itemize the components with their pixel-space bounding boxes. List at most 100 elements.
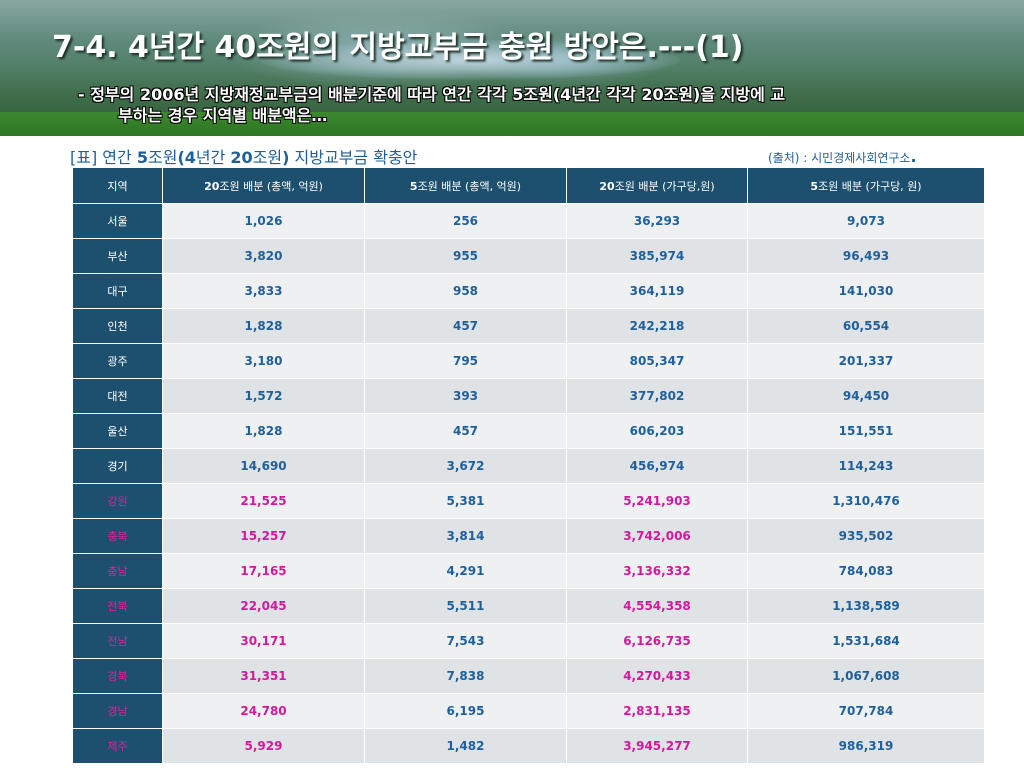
row-region: 대전 [72, 378, 163, 414]
row-household-5t: 141,030 [747, 273, 985, 309]
row-region: 인천 [72, 308, 163, 344]
table-row: 경남 24,780 6,195 2,831,135 707,784 [72, 693, 985, 729]
row-household-20t: 377,802 [566, 378, 748, 414]
table-row: 경북 31,351 7,838 4,270,433 1,067,608 [72, 658, 985, 694]
row-total-5t: 7,543 [364, 623, 567, 659]
row-household-5t: 1,531,684 [747, 623, 985, 659]
row-household-20t: 3,945,277 [566, 728, 748, 764]
row-total-20t: 5,929 [162, 728, 365, 764]
row-household-20t: 242,218 [566, 308, 748, 344]
caption-text: 연간 [97, 148, 137, 167]
row-household-5t: 1,138,589 [747, 588, 985, 624]
row-region: 광주 [72, 343, 163, 379]
header-col1-num: 20 [204, 179, 220, 193]
row-total-20t: 3,833 [162, 273, 365, 309]
row-household-5t: 151,551 [747, 413, 985, 449]
row-total-5t: 4,291 [364, 553, 567, 589]
row-total-20t: 14,690 [162, 448, 365, 484]
row-household-5t: 935,502 [747, 518, 985, 554]
source-text: (출처) : 시민경제사회연구소 [768, 151, 911, 165]
row-total-20t: 1,572 [162, 378, 365, 414]
row-household-20t: 3,742,006 [566, 518, 748, 554]
caption-tag: [표] [70, 148, 98, 167]
row-household-20t: 4,270,433 [566, 658, 748, 694]
table-row: 인천 1,828 457 242,218 60,554 [72, 308, 985, 344]
slide-title: 7-4. 4년간 40조원의 지방교부금 충원 방안은.---(1) [52, 30, 744, 65]
row-household-20t: 2,831,135 [566, 693, 748, 729]
caption-num: 5 [136, 148, 148, 167]
row-region: 전남 [72, 623, 163, 659]
caption-text: 년간 [195, 148, 231, 167]
row-region: 경기 [72, 448, 163, 484]
row-total-5t: 955 [364, 238, 567, 274]
row-region: 제주 [72, 728, 163, 764]
row-total-5t: 6,195 [364, 693, 567, 729]
table-row: 제주 5,929 1,482 3,945,277 986,319 [72, 728, 985, 764]
table-row: 부산 3,820 955 385,974 96,493 [72, 238, 985, 274]
row-household-5t: 96,493 [747, 238, 985, 274]
row-total-5t: 795 [364, 343, 567, 379]
slide-subtitle: - 정부의 2006년 지방재정교부금의 배분기준에 따라 연간 각각 5조원(… [78, 84, 1018, 126]
row-household-20t: 5,241,903 [566, 483, 748, 519]
header-col2: 5조원 배분 (총액, 억원) [364, 167, 567, 204]
row-region: 서울 [72, 203, 163, 239]
row-total-5t: 1,482 [364, 728, 567, 764]
header-col3-num: 20 [599, 179, 615, 193]
row-household-5t: 60,554 [747, 308, 985, 344]
green-band [0, 112, 1024, 136]
table-row: 경기 14,690 3,672 456,974 114,243 [72, 448, 985, 484]
row-total-5t: 7,838 [364, 658, 567, 694]
row-region: 전북 [72, 588, 163, 624]
title-banner-landscape [0, 0, 1024, 112]
row-total-20t: 1,026 [162, 203, 365, 239]
row-total-5t: 393 [364, 378, 567, 414]
row-household-20t: 4,554,358 [566, 588, 748, 624]
row-household-20t: 364,119 [566, 273, 748, 309]
caption-text: 조원 [147, 148, 178, 167]
header-col4: 5조원 배분 (가구당, 원) [747, 167, 985, 204]
caption-num: ) [282, 148, 290, 167]
row-household-20t: 385,974 [566, 238, 748, 274]
row-household-5t: 707,784 [747, 693, 985, 729]
row-total-5t: 457 [364, 413, 567, 449]
row-total-20t: 3,180 [162, 343, 365, 379]
table-row: 대구 3,833 958 364,119 141,030 [72, 273, 985, 309]
row-total-5t: 5,511 [364, 588, 567, 624]
row-region: 부산 [72, 238, 163, 274]
row-total-20t: 1,828 [162, 308, 365, 344]
row-household-5t: 1,310,476 [747, 483, 985, 519]
row-household-5t: 114,243 [747, 448, 985, 484]
allocation-table: 지역 20조원 배분 (총액, 억원) 5조원 배분 (총액, 억원) 20조원… [72, 167, 985, 764]
row-household-20t: 606,203 [566, 413, 748, 449]
header-col2-num: 5 [409, 179, 418, 193]
header-col1: 20조원 배분 (총액, 억원) [162, 167, 365, 204]
row-total-5t: 256 [364, 203, 567, 239]
row-total-5t: 457 [364, 308, 567, 344]
row-household-5t: 784,083 [747, 553, 985, 589]
row-total-20t: 21,525 [162, 483, 365, 519]
row-total-5t: 3,672 [364, 448, 567, 484]
row-total-5t: 958 [364, 273, 567, 309]
source-dot: . [910, 147, 917, 166]
row-total-5t: 3,814 [364, 518, 567, 554]
row-household-5t: 986,319 [747, 728, 985, 764]
row-region: 충북 [72, 518, 163, 554]
row-household-20t: 36,293 [566, 203, 748, 239]
table-header-row: 지역 20조원 배분 (총액, 억원) 5조원 배분 (총액, 억원) 20조원… [72, 167, 985, 204]
row-total-20t: 31,351 [162, 658, 365, 694]
subtitle-line-2: 부하는 경우 지역별 배분액은… [118, 106, 328, 125]
header-col3: 20조원 배분 (가구당,원) [566, 167, 748, 204]
row-household-20t: 805,347 [566, 343, 748, 379]
header-col3-text: 조원 배분 (가구당,원) [614, 179, 715, 193]
row-household-5t: 94,450 [747, 378, 985, 414]
row-region: 대구 [72, 273, 163, 309]
table-caption: [표] 연간 5조원(4년간 20조원) 지방교부금 확충안 [70, 144, 417, 168]
row-total-5t: 5,381 [364, 483, 567, 519]
caption-text: 조원 [252, 148, 283, 167]
row-total-20t: 17,165 [162, 553, 365, 589]
table-row: 충북 15,257 3,814 3,742,006 935,502 [72, 518, 985, 554]
row-household-20t: 456,974 [566, 448, 748, 484]
header-col2-text: 조원 배분 (총액, 억원) [417, 179, 522, 193]
header-region: 지역 [72, 167, 163, 204]
subtitle-line-1: - 정부의 2006년 지방재정교부금의 배분기준에 따라 연간 각각 5조원(… [78, 85, 786, 104]
